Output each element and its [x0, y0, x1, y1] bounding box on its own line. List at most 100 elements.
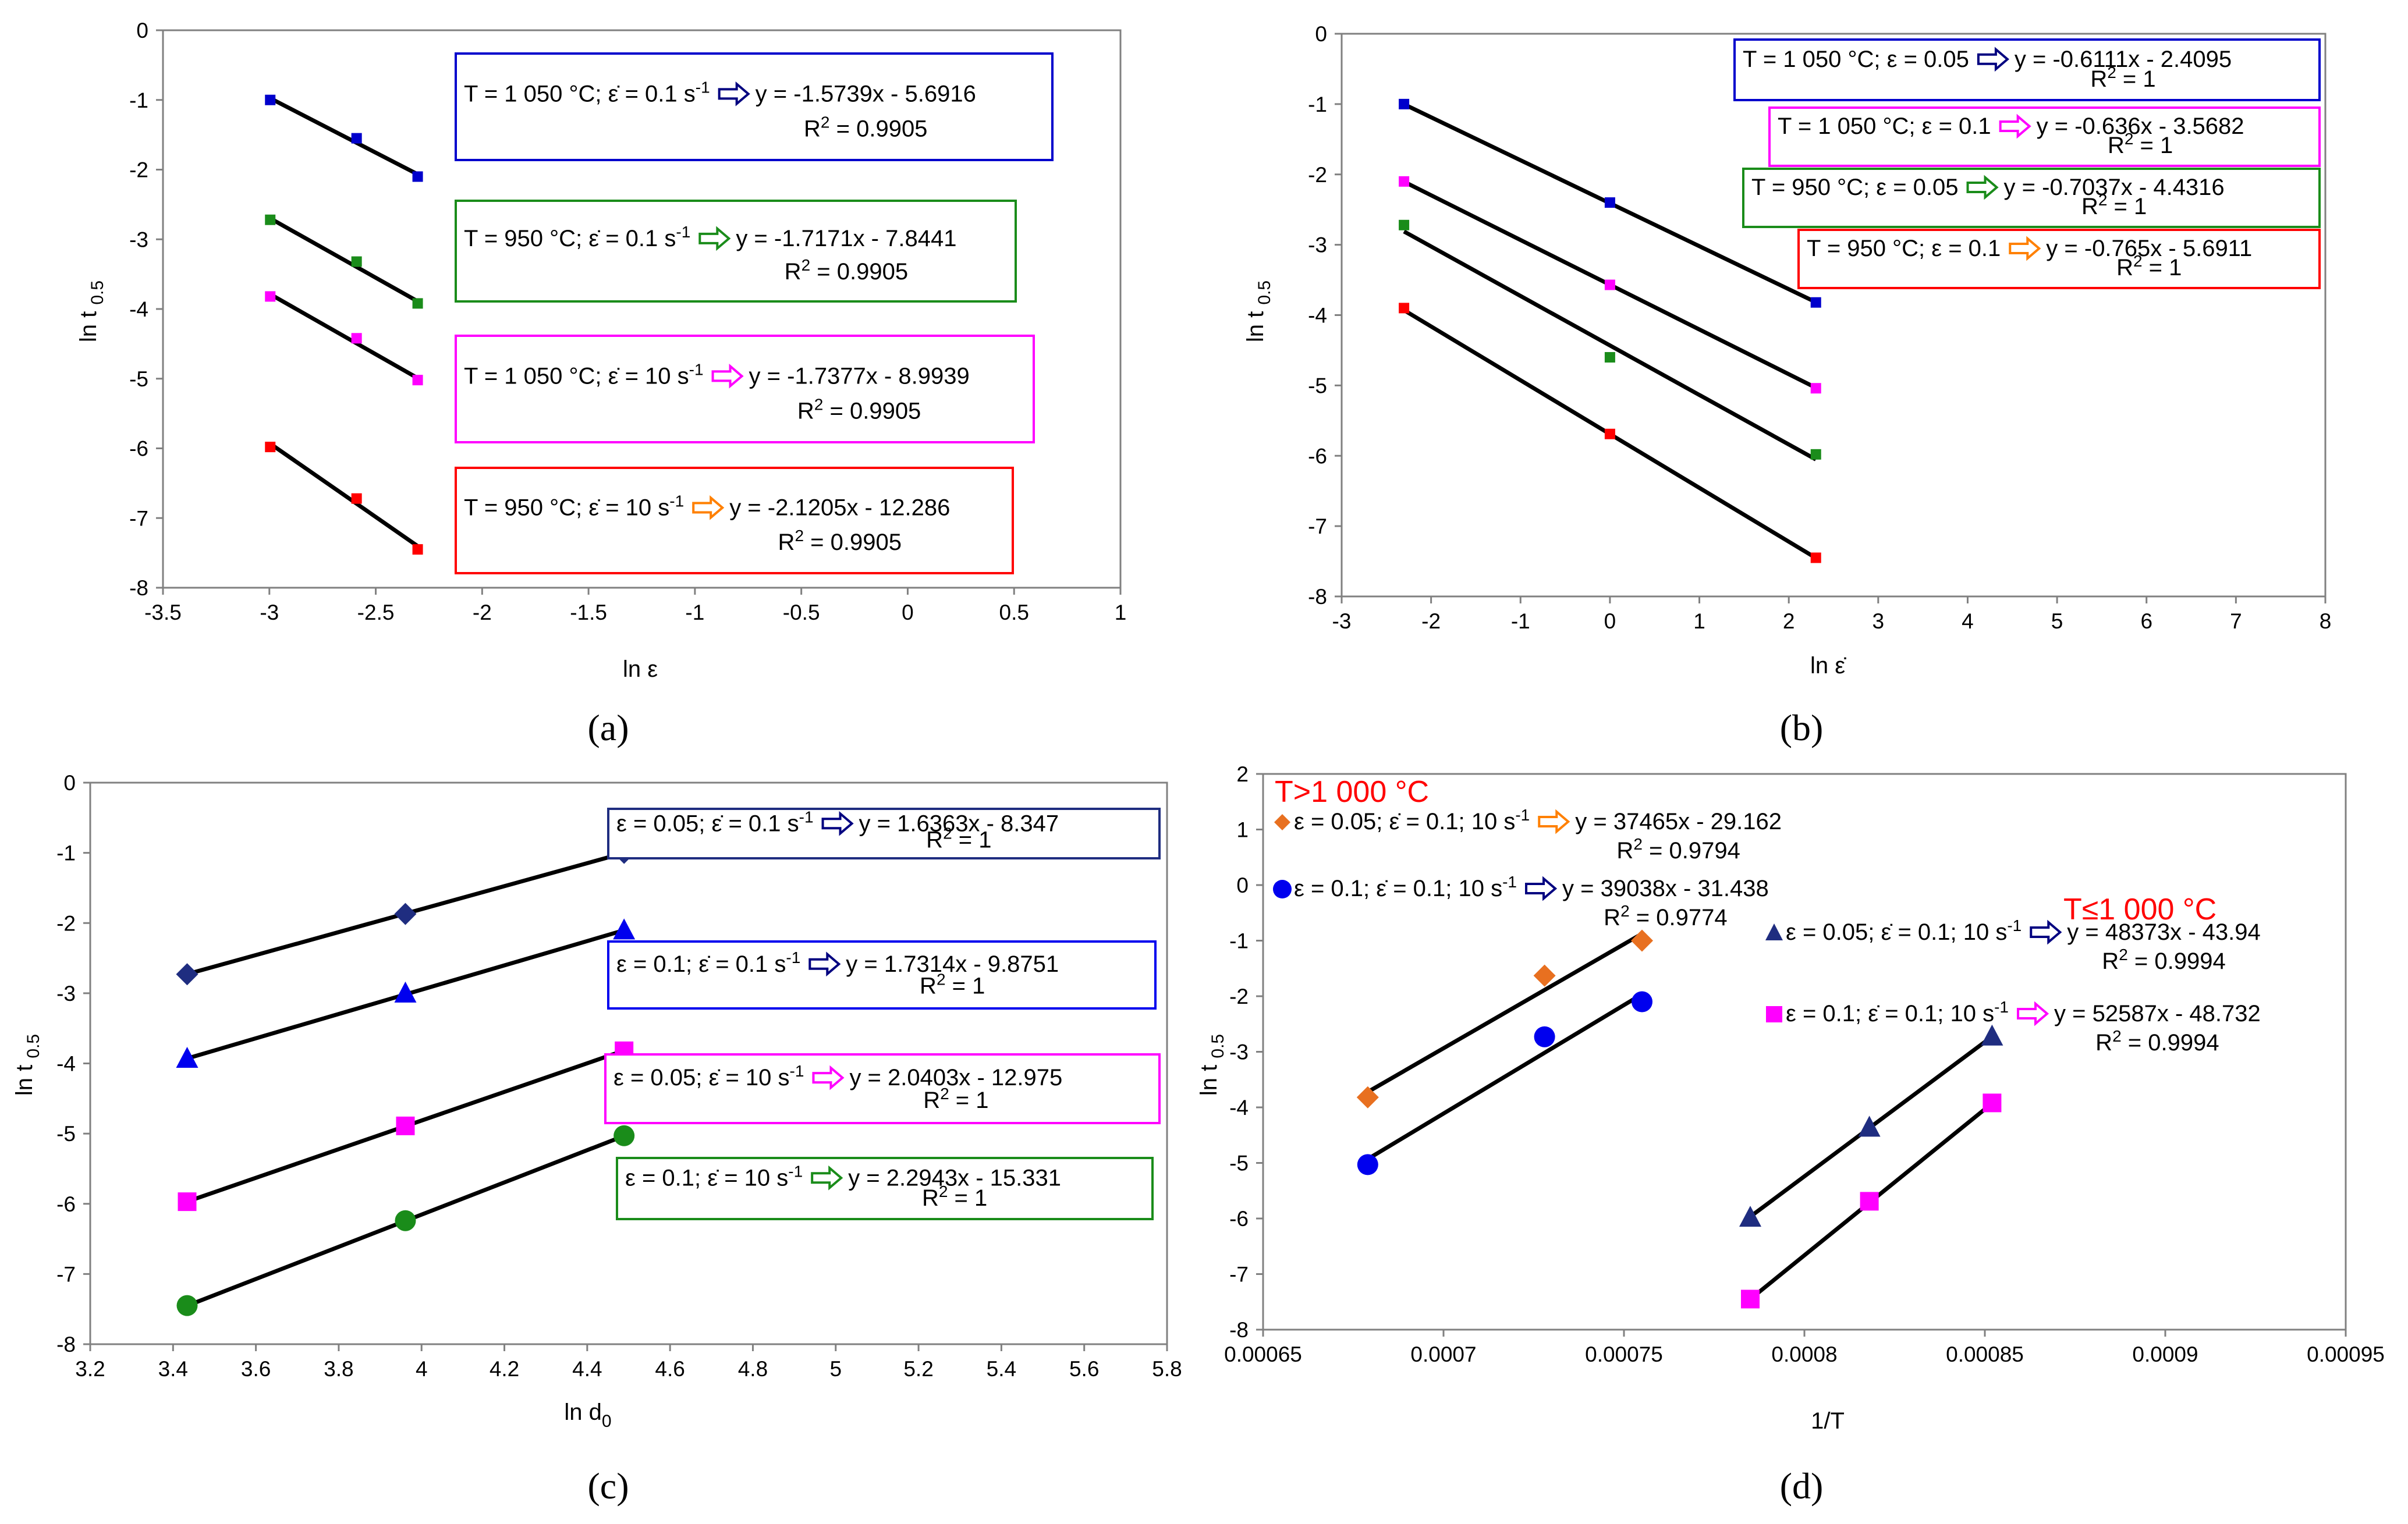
x-tick-label: -2 — [1421, 609, 1441, 633]
superscript: 2 — [2112, 1027, 2122, 1045]
x-tick-label: 4 — [1962, 609, 1974, 633]
arrow-icon — [821, 811, 854, 836]
data-point-square — [178, 1192, 197, 1212]
x-tick-label: 3.6 — [241, 1357, 271, 1381]
r-squared-text: R2 = 0.9994 — [2102, 946, 2225, 974]
data-point-diamond — [176, 963, 198, 986]
y-tick-label: -4 — [1308, 304, 1327, 328]
data-point-square — [396, 1116, 415, 1135]
y-tick-label: -2 — [1229, 985, 1249, 1008]
y-axis-title-subscript: 0.5 — [1208, 1034, 1228, 1058]
panel-caption: (a) — [587, 707, 629, 748]
y-tick-label: -8 — [1229, 1318, 1249, 1342]
y-tick-label: -4 — [1229, 1096, 1249, 1120]
x-tick-label: 5.8 — [1152, 1357, 1182, 1381]
equation-box — [604, 1053, 1161, 1124]
r-squared-text: R2 = 1 — [920, 971, 985, 999]
y-tick-label: -7 — [129, 506, 148, 530]
arrow-icon — [1977, 47, 2009, 72]
x-tick-label: 1 — [1115, 601, 1127, 624]
y-tick-label: 0 — [136, 19, 148, 42]
superscript: -1 — [1502, 873, 1517, 891]
superscript: -1 — [2007, 916, 2022, 935]
chart-panel-b: -3 -2 -1 0 1 2 3 4 5 6 7 8 0 -1 -2 -3 -4 -5 -6 -7 -8 ln ε̇ ln … — [1243, 22, 2331, 748]
data-point-circle — [1534, 1026, 1555, 1047]
data-point-square — [1810, 297, 1821, 308]
y-tick-label: -5 — [56, 1122, 76, 1146]
equation-box — [607, 808, 1161, 859]
equation-text: y = 39038x - 31.438 — [1562, 876, 1769, 901]
superscript: 2 — [795, 527, 804, 545]
series-name: T = 1 050 °C; ε = 0.05 — [1743, 47, 1969, 72]
y-tick-label: -6 — [56, 1192, 76, 1216]
superscript: 2 — [814, 396, 824, 414]
x-axis-title: ln d0 — [564, 1399, 611, 1431]
equation-box — [1733, 38, 2321, 101]
r-squared-text: R2 = 1 — [923, 1085, 988, 1113]
equation-box — [455, 467, 1014, 574]
series-name: T = 1 050 °C; ε̇ = 0.1 s-1 — [464, 78, 710, 106]
x-tick-label: 2 — [1783, 609, 1795, 633]
data-point-square — [1983, 1093, 2002, 1113]
panel-caption: (d) — [1780, 1465, 1824, 1507]
y-tick-label: 0 — [1315, 22, 1327, 46]
series-name: T = 950 °C; ε̇ = 0.1 s-1 — [464, 223, 690, 251]
data-point-square — [1860, 1192, 1879, 1211]
x-tick-label: 4.6 — [655, 1357, 685, 1381]
series-name: ε = 0.1; ε̇ = 0.1; 10 s-1 — [1294, 873, 1517, 901]
arrow-icon — [2030, 919, 2062, 945]
arrow-icon — [811, 1165, 843, 1191]
r-squared-value: = 0.9994 — [2122, 1030, 2219, 1056]
arrow-icon — [698, 226, 731, 251]
r-squared-value: = 1 — [2116, 66, 2156, 92]
series-name: ε = 0.05; ε̇ = 10 s-1 — [613, 1062, 804, 1090]
arrow-icon — [1538, 809, 1570, 834]
equation-text: y = -1.5739x - 5.6916 — [756, 81, 976, 106]
y-tick-label: -8 — [1308, 585, 1327, 609]
x-tick-label: 0.00085 — [1946, 1342, 2024, 1366]
arrow-icon — [711, 364, 744, 389]
x-tick-label: 0.0009 — [2132, 1342, 2198, 1366]
x-tick-label: 3.2 — [75, 1357, 105, 1381]
legend-marker — [1273, 880, 1292, 898]
x-tick-label: -2.5 — [357, 601, 395, 624]
y-tick-label: -2 — [56, 911, 76, 935]
y-tick-label: -1 — [1308, 93, 1327, 116]
data-point-square — [265, 94, 276, 105]
x-tick-label: 5 — [2051, 609, 2063, 633]
y-tick-label: -3 — [56, 982, 76, 1006]
data-point-triangle — [613, 918, 636, 940]
y-tick-label: -6 — [1308, 444, 1327, 468]
trend-line — [269, 292, 419, 380]
superscript: 2 — [943, 824, 952, 842]
data-point-circle — [1357, 1154, 1378, 1175]
data-point-square — [1399, 303, 1410, 314]
r-squared-value: = 1 — [2133, 133, 2173, 158]
x-tick-label: 1 — [1693, 609, 1705, 633]
superscript: 2 — [802, 256, 811, 274]
y-tick-label: -1 — [1229, 929, 1249, 953]
data-point-triangle — [1739, 1206, 1761, 1227]
equation-text: y = -2.1205x - 12.286 — [729, 495, 950, 520]
x-axis-title: ln ε̇ — [1810, 653, 1846, 678]
superscript: 2 — [2133, 252, 2143, 270]
series-2: ε = 0.1; ε̇ = 0.1 s-1 y = 1.7314x - 9.875… — [176, 918, 1157, 1068]
data-point-circle — [395, 1210, 416, 1231]
x-tick-label: 0 — [902, 601, 914, 624]
temperature-annotation: T≤1 000 °C — [2063, 893, 2217, 926]
r-squared-text: R2 = 0.9774 — [1604, 902, 1727, 930]
arrow-icon — [1966, 175, 1999, 200]
series-1: ε = 0.05; ε̇ = 0.1 s-1 y = 1.6363x - 8.34… — [176, 808, 1161, 986]
x-tick-label: 8 — [2320, 609, 2332, 633]
x-tick-label: 5.2 — [903, 1357, 933, 1381]
data-point-square — [412, 375, 423, 386]
y-axis-title-subscript: 0.5 — [88, 280, 107, 305]
x-tick-label: -1 — [1511, 609, 1530, 633]
data-point-diamond — [1356, 1086, 1379, 1109]
plot-area — [1262, 773, 2347, 1331]
equation-text: y = 48373x - 43.94 — [2067, 919, 2260, 945]
trend-line — [1367, 932, 1643, 1094]
r-squared-value: = 1 — [946, 974, 985, 999]
series-3: ε = 0.05; ε̇ = 10 s-1 y = 2.0403x - 12.97… — [178, 1041, 1161, 1212]
data-point-circle — [176, 1295, 198, 1316]
